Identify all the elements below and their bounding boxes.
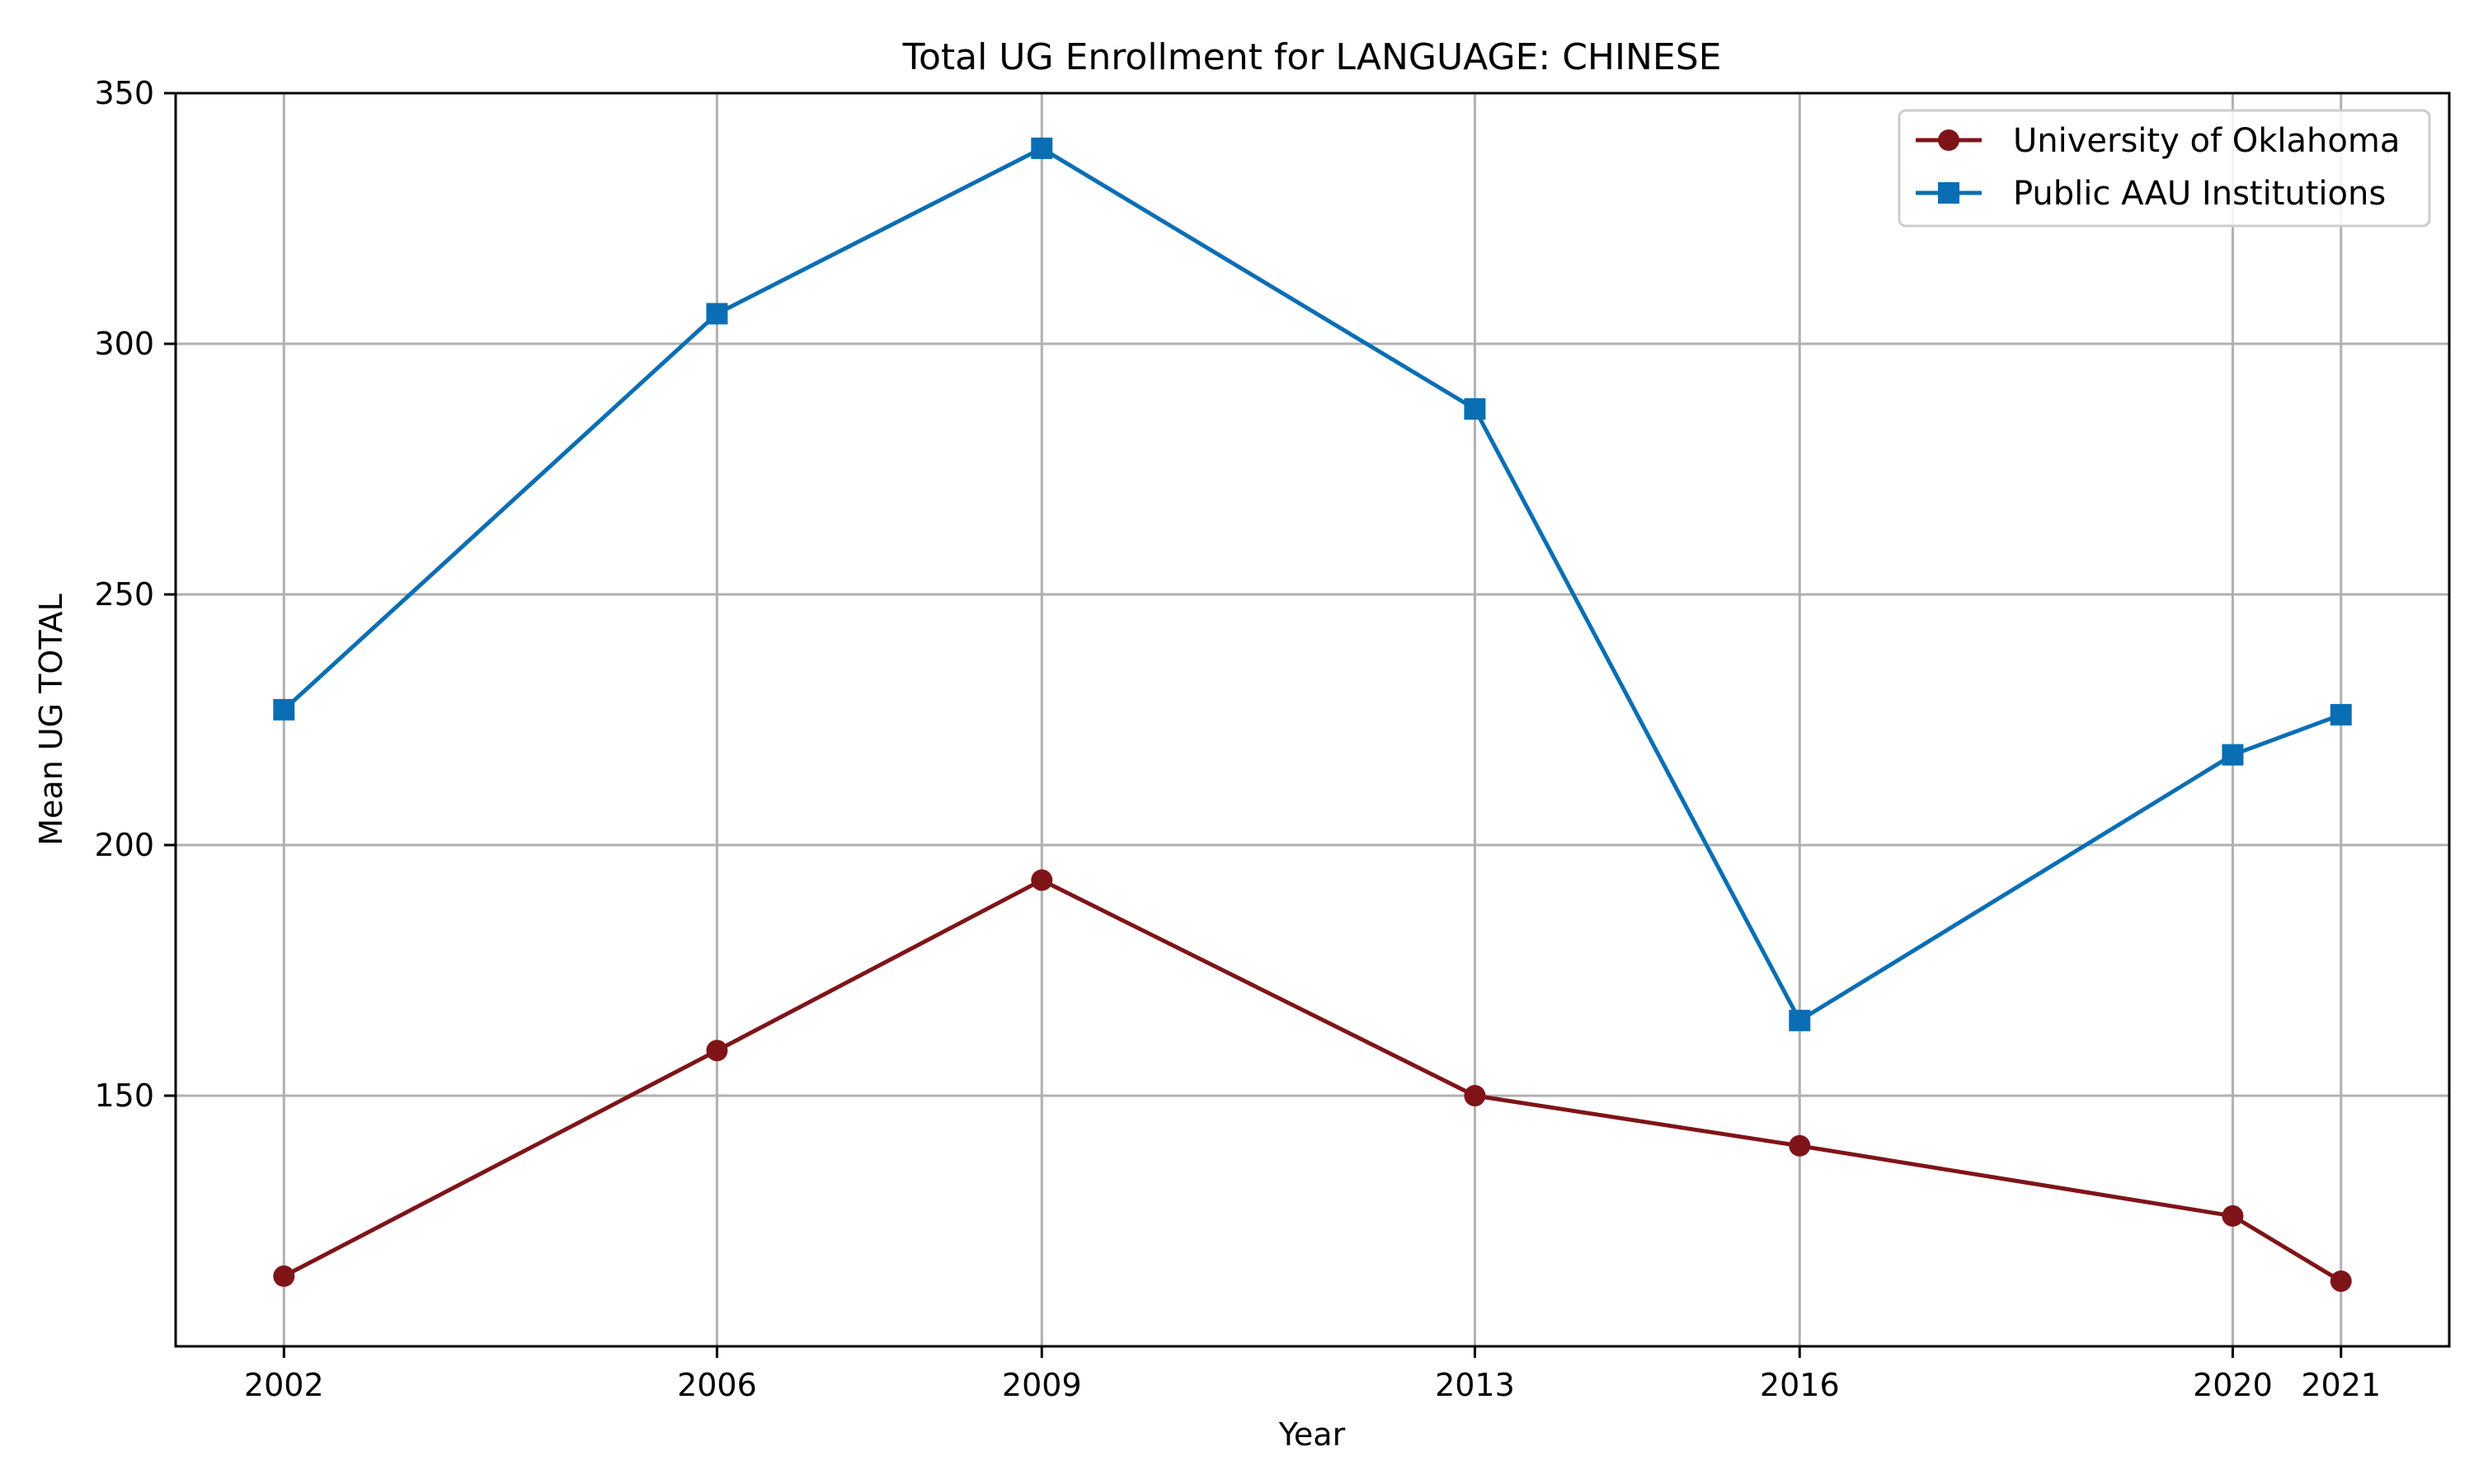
- series-line: [282, 146, 2342, 1023]
- x-tick-label: 2020: [2193, 1367, 2273, 1403]
- x-tick-label: 2006: [677, 1367, 757, 1403]
- legend-label: Public AAU Institutions: [2013, 175, 2386, 213]
- data-point: [1464, 1085, 1486, 1106]
- series-2: [273, 137, 2352, 1031]
- x-tick-label: 2016: [1760, 1367, 1840, 1403]
- data-point: [273, 1265, 295, 1287]
- y-tick-label: 350: [94, 75, 154, 111]
- y-tick-label: 200: [94, 827, 154, 863]
- chart-title: Total UG Enrollment for LANGUAGE: CHINES…: [902, 36, 1722, 78]
- x-tick-label: 2009: [1002, 1367, 1082, 1403]
- y-axis-label: Mean UG TOTAL: [33, 594, 69, 846]
- x-axis-label: Year: [1278, 1416, 1346, 1453]
- data-point: [273, 698, 295, 721]
- legend-box: [1898, 109, 2431, 228]
- axis-ticks: 2002 2006 2009 2013 2016 2020 2021 150 200 250 300…: [94, 75, 2381, 1403]
- series-layer: [273, 137, 2352, 1292]
- y-tick-label: 300: [94, 326, 154, 362]
- x-tick-label: 2021: [2301, 1367, 2381, 1403]
- data-point: [2330, 1270, 2352, 1292]
- series-line: [283, 878, 2343, 1284]
- series-1: [273, 869, 2352, 1292]
- x-tick-label: 2013: [1435, 1367, 1515, 1403]
- data-point: [1789, 1009, 1811, 1031]
- data-point: [2222, 744, 2244, 766]
- data-point: [2222, 1205, 2244, 1227]
- data-point: [706, 1040, 728, 1062]
- legend-swatch-marker: [1938, 182, 1959, 204]
- legend-entry: Public AAU Institutions: [1916, 175, 2386, 213]
- x-tick-label: 2002: [244, 1367, 324, 1403]
- gridlines: [176, 92, 2449, 1346]
- plot-frame: [174, 92, 2451, 1348]
- legend-entry: University of Oklahoma: [1916, 122, 2400, 160]
- legend-swatch-marker: [1938, 129, 1959, 151]
- data-point: [2330, 703, 2352, 726]
- y-tick-label: 250: [94, 576, 154, 613]
- data-point: [706, 303, 728, 325]
- data-point: [1031, 869, 1053, 891]
- data-point: [1464, 398, 1486, 420]
- y-tick-label: 150: [94, 1078, 154, 1114]
- legend: University of Oklahoma Public AAU Institu…: [1898, 109, 2431, 228]
- data-point: [1031, 137, 1053, 159]
- legend-label: University of Oklahoma: [2013, 122, 2400, 160]
- data-point: [1789, 1134, 1811, 1157]
